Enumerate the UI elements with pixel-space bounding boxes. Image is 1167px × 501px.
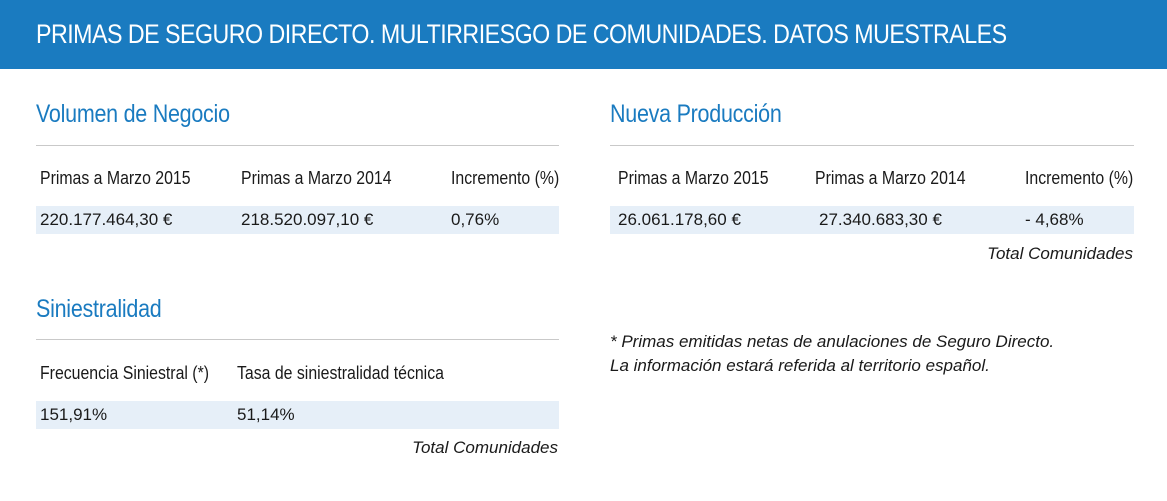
nueva-value-incremento: - 4,68% (1025, 210, 1084, 229)
nueva-header-incremento: Incremento (%) (1025, 168, 1134, 188)
siniestralidad-header-tasa: Tasa de siniestralidad técnica (237, 363, 444, 383)
nueva-row (610, 206, 1134, 234)
siniestralidad-title: Siniestralidad (36, 295, 162, 323)
volumen-value-incremento: 0,76% (451, 210, 500, 229)
volumen-divider (36, 145, 559, 146)
footnote-line-1: * Primas emitidas netas de anulaciones d… (610, 332, 1055, 351)
nueva-header-2015: Primas a Marzo 2015 (618, 168, 769, 188)
siniestralidad-divider (36, 339, 559, 340)
nueva-divider (610, 145, 1134, 146)
nueva-header-2014: Primas a Marzo 2014 (815, 168, 966, 188)
header-banner: PRIMAS DE SEGURO DIRECTO. MULTIRRIESGO D… (0, 0, 1167, 69)
siniestralidad-caption: Total Comunidades (412, 438, 558, 457)
siniestralidad-value-tasa: 51,14% (237, 405, 295, 424)
footnote-line-2: La información estará referida al territ… (610, 356, 990, 375)
siniestralidad-row (36, 401, 559, 429)
nueva-value-2015: 26.061.178,60 € (618, 210, 741, 229)
nueva-caption: Total Comunidades (987, 244, 1133, 263)
siniestralidad-header-frecuencia: Frecuencia Siniestral (*) (40, 363, 210, 383)
volumen-header-incremento: Incremento (%) (451, 168, 560, 188)
volumen-title: Volumen de Negocio (36, 100, 230, 128)
nueva-title: Nueva Producción (610, 100, 782, 128)
volumen-header-2015: Primas a Marzo 2015 (40, 168, 191, 188)
volumen-row (36, 206, 559, 234)
siniestralidad-value-frecuencia: 151,91% (40, 405, 108, 424)
volumen-value-2015: 220.177.464,30 € (40, 210, 173, 229)
nueva-value-2014: 27.340.683,30 € (819, 210, 942, 229)
volumen-value-2014: 218.520.097,10 € (241, 210, 374, 229)
page-title: PRIMAS DE SEGURO DIRECTO. MULTIRRIESGO D… (36, 19, 1007, 49)
volumen-header-2014: Primas a Marzo 2014 (241, 168, 392, 188)
